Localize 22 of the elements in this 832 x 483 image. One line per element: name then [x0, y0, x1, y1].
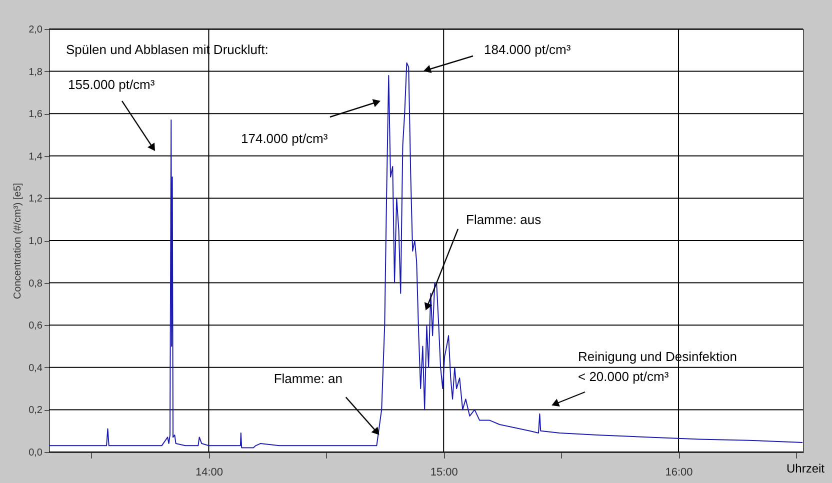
y-tick-label: 1,2 [28, 194, 43, 205]
annotation: Flamme: an [274, 371, 342, 386]
x-tick-label: 15:00 [430, 466, 458, 478]
annotation: Flamme: aus [466, 212, 542, 227]
y-tick-label: 0,4 [28, 362, 43, 374]
y-tick-label: 2,0 [28, 24, 43, 36]
y-axis-title: Concentration (#/cm³) [e5] [12, 182, 24, 300]
line-series [48, 62, 804, 448]
annotation: 155.000 pt/cm³ [68, 77, 156, 92]
x-axis-title: Uhrzeit [786, 462, 826, 476]
y-tick-label: 1,8 [28, 66, 43, 78]
annotation: 174.000 pt/cm³ [241, 131, 328, 146]
y-tick-label: 1,4 [28, 151, 43, 162]
y-tick-label: 0,8 [28, 278, 43, 290]
y-tick-label: 1,0 [28, 236, 43, 247]
x-tick-label: 14:00 [195, 466, 223, 478]
y-tick-label: 0,6 [28, 320, 43, 332]
y-tick-label: 0,0 [28, 448, 43, 458]
annotation: 184.000 pt/cm³ [484, 42, 572, 57]
x-tick-label: 16:00 [665, 466, 693, 478]
y-tick-label: 1,6 [28, 109, 43, 120]
y-tick-label: 0,2 [28, 405, 43, 416]
